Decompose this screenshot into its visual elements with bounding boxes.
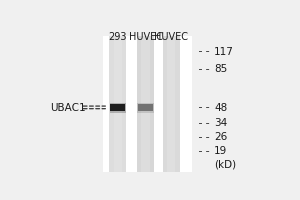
Text: 26: 26	[214, 132, 227, 142]
Bar	[103, 36, 192, 172]
Text: 85: 85	[214, 64, 227, 74]
Text: 117: 117	[214, 47, 234, 57]
Bar	[141, 36, 150, 172]
Text: UBAC1: UBAC1	[50, 103, 86, 113]
Bar	[163, 36, 180, 172]
Text: 293: 293	[109, 32, 127, 42]
Text: HUVEC: HUVEC	[129, 32, 163, 42]
Bar	[137, 36, 154, 172]
Bar	[138, 104, 153, 111]
Bar	[109, 36, 126, 172]
Bar	[113, 36, 122, 172]
Text: --: --	[197, 101, 211, 114]
Bar	[110, 103, 126, 113]
Text: 48: 48	[214, 103, 227, 113]
Text: HUVEC: HUVEC	[154, 32, 188, 42]
Bar	[167, 36, 176, 172]
Text: --: --	[197, 131, 211, 144]
Text: --: --	[197, 63, 211, 76]
Text: 34: 34	[214, 118, 227, 128]
Text: (kD): (kD)	[214, 159, 236, 169]
Bar	[137, 103, 154, 113]
Text: --: --	[197, 145, 211, 158]
Bar	[110, 104, 125, 111]
Text: --: --	[197, 45, 211, 58]
Text: 19: 19	[214, 146, 227, 156]
Text: --: --	[197, 117, 211, 130]
